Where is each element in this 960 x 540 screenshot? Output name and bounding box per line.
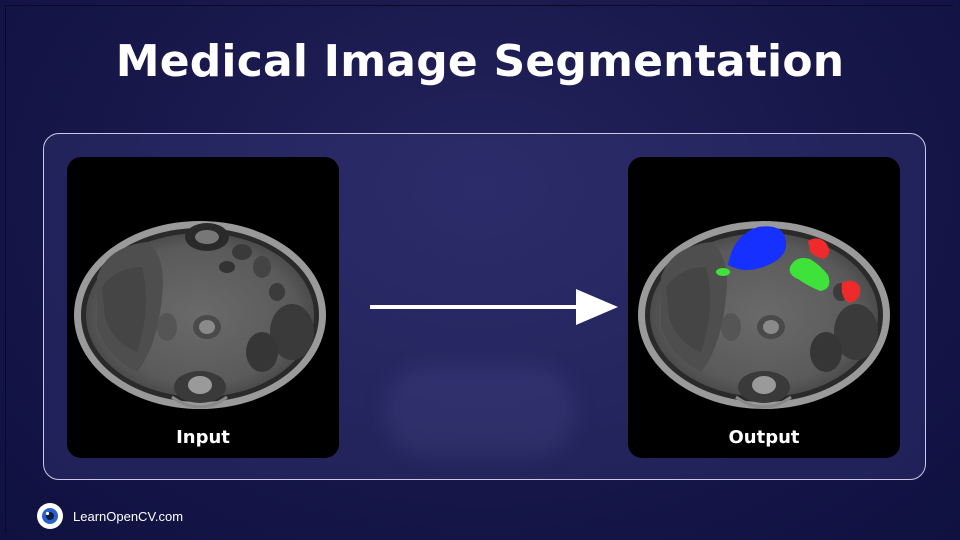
brand-name: LearnOpenCV.com	[73, 508, 184, 524]
output-segmented-mri	[638, 221, 890, 409]
image-frame	[5, 5, 953, 533]
eye-icon	[37, 503, 63, 529]
arrow-right-icon	[370, 289, 618, 325]
segment-green-small	[716, 268, 730, 276]
output-label: Output	[728, 427, 800, 448]
segment-green	[789, 258, 830, 291]
segment-red-right	[841, 280, 861, 303]
input-mri-scan	[74, 221, 326, 409]
background-smudge	[385, 365, 575, 455]
page-title: Medical Image Segmentation	[115, 36, 845, 87]
input-label: Input	[176, 427, 230, 448]
segment-blue	[728, 226, 787, 270]
input-card: Input	[67, 157, 339, 458]
brand[interactable]: LearnOpenCV.com	[36, 502, 183, 530]
segment-red-top	[808, 238, 830, 259]
output-card: Output	[628, 157, 900, 458]
